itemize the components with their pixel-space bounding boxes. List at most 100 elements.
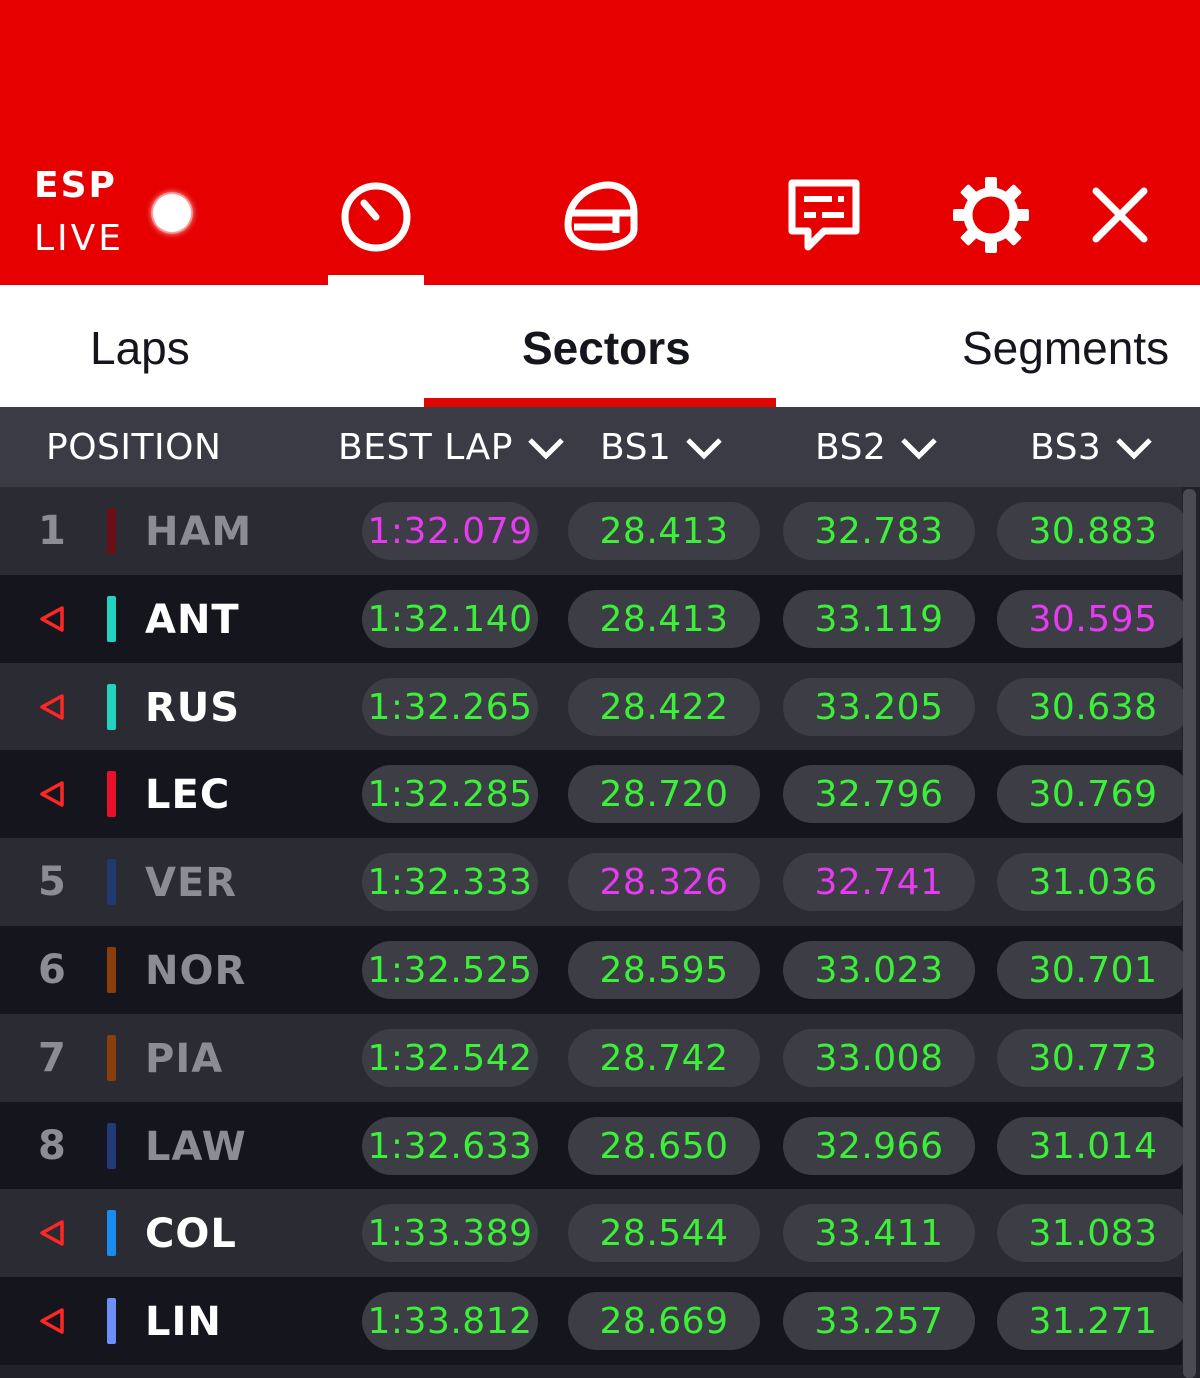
position-number: 1: [38, 508, 66, 554]
table-row[interactable]: COL 1:33.389 28.544 33.411 31.083: [0, 1189, 1189, 1278]
helmet-icon: [564, 181, 638, 251]
best-sector-2-time: 32.796: [783, 765, 975, 824]
team-color-bar: [107, 1298, 116, 1345]
team-color-bar: [107, 508, 116, 554]
timer-icon: [341, 182, 411, 252]
driver-code: NOR: [145, 947, 247, 994]
chevron-down-icon: [1116, 438, 1153, 460]
team-color-bar: [107, 771, 116, 818]
tab-laps[interactable]: Laps: [90, 322, 190, 374]
best-sector-3-time: 30.638: [997, 677, 1189, 736]
drivers-nav-button[interactable]: [555, 170, 645, 260]
best-lap-time: 1:32.525: [362, 940, 538, 999]
best-sector-2-time: 32.966: [783, 1116, 975, 1175]
messages-nav-button[interactable]: [779, 170, 869, 260]
column-position-label: POSITION: [46, 427, 222, 468]
best-lap-time: 1:32.265: [362, 677, 538, 736]
best-sector-1-time: 28.326: [568, 853, 760, 912]
table-row[interactable]: ANT 1:32.140 28.413 33.119 30.595: [0, 574, 1189, 663]
table-row[interactable]: 8 LAW 1:32.633 28.650 32.966 31.014: [0, 1101, 1189, 1190]
position-gain-arrow-icon: [40, 781, 64, 808]
best-sector-1-time: 28.413: [568, 589, 760, 648]
best-sector-1-time: 28.742: [568, 1028, 760, 1087]
timing-nav-button[interactable]: [331, 170, 421, 260]
best-sector-1-time: 28.595: [568, 940, 760, 999]
best-lap-time: 1:32.542: [362, 1028, 538, 1087]
sort-bs1-button[interactable]: BS1: [600, 407, 723, 489]
chevron-down-icon: [901, 438, 938, 460]
best-sector-2-time: 33.023: [783, 940, 975, 999]
table-row[interactable]: 5 VER 1:32.333 28.326 32.741 31.036: [0, 838, 1189, 926]
timing-table: 1 HAM 1:32.079 28.413 32.783 30.883 ANT 1:32.14…: [0, 487, 1189, 1365]
team-color-bar: [107, 683, 116, 730]
driver-code: LEC: [145, 772, 231, 819]
driver-code: COL: [145, 1211, 237, 1258]
sort-bs3-button[interactable]: BS3: [1030, 407, 1153, 489]
tab-segments[interactable]: Segments: [962, 322, 1170, 374]
sort-bs2-button[interactable]: BS2: [815, 407, 938, 489]
column-bs2-label: BS2: [815, 427, 887, 468]
best-sector-1-time: 28.544: [568, 1204, 760, 1263]
position-number: 7: [38, 1034, 66, 1081]
close-icon: [1092, 187, 1148, 243]
team-color-bar: [107, 1122, 116, 1169]
best-sector-1-time: 28.669: [568, 1292, 760, 1351]
best-lap-time: 1:33.812: [362, 1292, 538, 1351]
driver-code: PIA: [145, 1035, 224, 1082]
best-sector-2-time: 33.411: [783, 1204, 975, 1263]
driver-code: HAM: [145, 509, 253, 555]
chevron-down-icon: [686, 438, 723, 460]
position-gain-arrow-icon: [40, 1220, 64, 1247]
team-color-bar: [107, 595, 116, 642]
best-sector-3-time: 31.036: [997, 853, 1189, 912]
close-button[interactable]: [1075, 170, 1165, 260]
table-row[interactable]: LIN 1:33.812 28.669 33.257 31.271: [0, 1277, 1189, 1365]
messages-icon: [788, 179, 860, 251]
session-indicator: ESP LIVE: [34, 165, 124, 261]
position-gain-arrow-icon: [40, 1308, 64, 1334]
tab-sectors[interactable]: Sectors: [522, 322, 691, 374]
driver-code: RUS: [145, 684, 241, 731]
best-sector-1-time: 28.650: [568, 1116, 760, 1175]
scrollbar[interactable]: [1183, 489, 1196, 1378]
column-bs1-label: BS1: [600, 427, 672, 468]
session-state: LIVE: [34, 218, 125, 259]
best-sector-2-time: 33.205: [783, 677, 975, 736]
team-color-bar: [107, 859, 116, 906]
position-number: 8: [38, 1122, 66, 1169]
column-position: POSITION: [46, 407, 221, 489]
chevron-down-icon: [528, 438, 564, 460]
best-lap-time: 1:32.333: [362, 853, 538, 912]
table-row[interactable]: 7 PIA 1:32.542 28.742 33.008 30.773: [0, 1013, 1189, 1102]
best-lap-time: 1:32.079: [362, 502, 538, 560]
driver-code: VER: [145, 860, 238, 907]
best-sector-3-time: 30.701: [997, 940, 1189, 999]
best-sector-1-time: 28.422: [568, 677, 760, 736]
best-sector-3-time: 31.271: [997, 1292, 1189, 1351]
driver-code: ANT: [145, 596, 240, 643]
table-row[interactable]: 1 HAM 1:32.079 28.413 32.783 30.883: [0, 487, 1189, 575]
active-tab-indicator: [424, 398, 776, 407]
timing-tabs: Laps Sectors Segments: [0, 285, 1200, 407]
team-color-bar: [107, 1210, 116, 1257]
table-row[interactable]: RUS 1:32.265 28.422 33.205 30.638: [0, 662, 1189, 751]
sort-best-lap-button[interactable]: BEST LAP: [338, 407, 565, 489]
position-gain-arrow-icon: [40, 693, 64, 720]
best-sector-3-time: 31.083: [997, 1204, 1189, 1263]
best-lap-time: 1:33.389: [362, 1204, 538, 1263]
column-best-lap-label: BEST LAP: [338, 427, 513, 468]
best-sector-2-time: 33.008: [783, 1028, 975, 1087]
best-lap-time: 1:32.140: [362, 589, 538, 648]
column-bs3-label: BS3: [1030, 427, 1102, 468]
best-sector-1-time: 28.720: [568, 765, 760, 824]
position-number: 6: [38, 946, 66, 993]
top-bar: ESP LIVE: [0, 0, 1200, 285]
table-row[interactable]: 6 NOR 1:32.525 28.595 33.023 30.701: [0, 925, 1189, 1014]
settings-nav-button[interactable]: [946, 170, 1036, 260]
best-sector-1-time: 28.413: [568, 502, 760, 560]
table-row[interactable]: LEC 1:32.285 28.720 32.796 30.769: [0, 750, 1189, 839]
best-lap-time: 1:32.285: [362, 765, 538, 824]
best-sector-3-time: 30.883: [997, 502, 1189, 560]
driver-code: LAW: [145, 1123, 247, 1170]
best-lap-time: 1:32.633: [362, 1116, 538, 1175]
